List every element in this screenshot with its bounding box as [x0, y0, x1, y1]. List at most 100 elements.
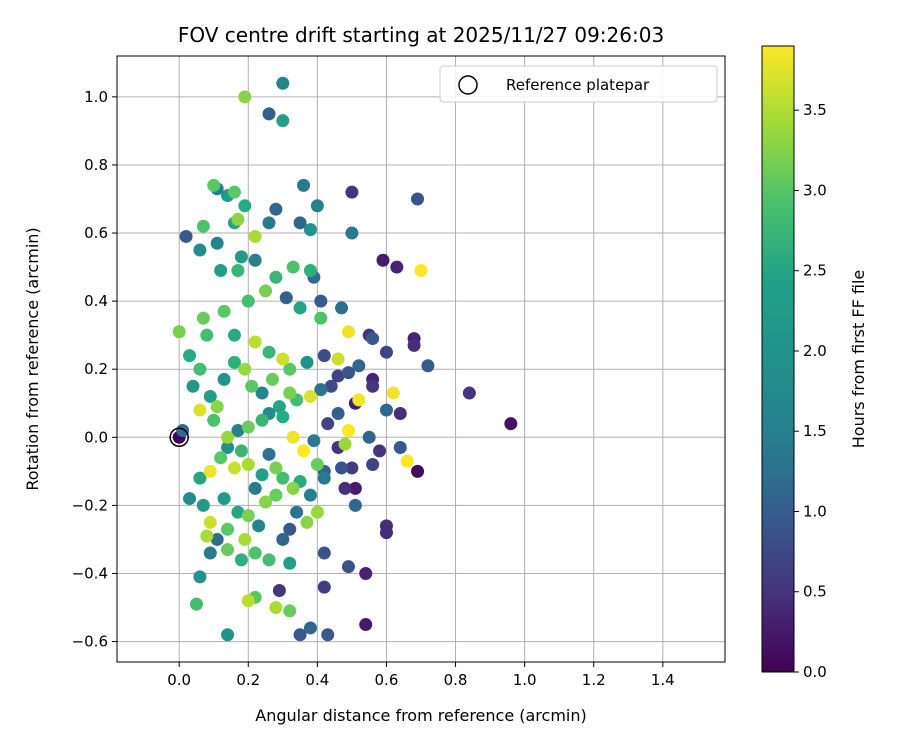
y-tick-label: 0.8 — [84, 156, 108, 174]
data-point — [221, 430, 235, 444]
data-point — [238, 362, 252, 376]
data-point — [331, 352, 345, 366]
legend: Reference platepar — [439, 65, 718, 103]
data-point — [203, 464, 217, 478]
legend-entry-reference: Reference platepar — [506, 76, 650, 94]
data-point — [317, 349, 331, 363]
data-point — [221, 543, 235, 557]
data-point — [293, 628, 307, 642]
data-point — [317, 471, 331, 485]
data-point — [193, 403, 207, 417]
data-point — [303, 488, 317, 502]
data-point — [214, 263, 228, 277]
data-point — [462, 386, 476, 400]
data-point — [214, 451, 228, 465]
data-point — [293, 301, 307, 315]
data-point — [386, 386, 400, 400]
data-point — [286, 481, 300, 495]
data-points — [169, 76, 518, 642]
data-point — [276, 410, 290, 424]
reference-platepar-marker — [169, 427, 189, 448]
data-point — [297, 178, 311, 192]
data-point — [411, 464, 425, 478]
data-point — [269, 270, 283, 284]
x-axis-label: Angular distance from reference (arcmin) — [255, 706, 586, 725]
data-point — [283, 386, 297, 400]
data-point — [376, 253, 390, 267]
data-point — [231, 263, 245, 277]
data-point — [272, 400, 286, 414]
data-point — [269, 601, 283, 615]
x-tick-label: 1.4 — [651, 671, 675, 689]
data-point — [238, 532, 252, 546]
x-tick-label: 1.0 — [513, 671, 537, 689]
data-point — [293, 216, 307, 230]
data-point — [210, 532, 224, 546]
data-point — [241, 458, 255, 472]
data-point — [241, 420, 255, 434]
data-point — [259, 284, 273, 298]
x-tick-label: 0.2 — [236, 671, 260, 689]
data-point — [245, 379, 259, 393]
data-point — [193, 471, 207, 485]
data-point — [200, 529, 214, 543]
y-tick-label: 0.0 — [84, 428, 108, 446]
data-point — [303, 263, 317, 277]
data-point — [379, 403, 393, 417]
data-point — [317, 546, 331, 560]
data-point — [196, 498, 210, 512]
colorbar-label: Hours from first FF file — [849, 270, 868, 449]
data-point — [269, 461, 283, 475]
data-point — [307, 434, 321, 448]
colorbar-ticks: 0.0 0.5 1.0 1.5 2.0 2.5 3.0 3.5 — [794, 101, 827, 681]
data-point — [248, 546, 262, 560]
data-point — [234, 553, 248, 567]
colorbar-tick-label: 1.0 — [803, 502, 827, 520]
data-point — [276, 532, 290, 546]
data-point — [366, 332, 380, 346]
data-point — [283, 556, 297, 570]
data-point — [203, 515, 217, 529]
data-point — [276, 114, 290, 128]
colorbar-tick-label: 1.5 — [803, 422, 827, 440]
data-point — [200, 328, 214, 342]
data-point — [252, 519, 266, 533]
colorbar-tick-label: 3.5 — [803, 101, 827, 119]
data-point — [310, 199, 324, 213]
data-point — [193, 570, 207, 584]
colorbar-tick-label: 3.0 — [803, 181, 827, 199]
data-point — [341, 560, 355, 574]
data-point — [231, 423, 245, 437]
colorbar: 0.0 0.5 1.0 1.5 2.0 2.5 3.0 3.5 Hours from firs… — [761, 45, 868, 681]
x-tick-label: 1.2 — [582, 671, 606, 689]
data-point — [345, 185, 359, 199]
data-point — [283, 362, 297, 376]
data-point — [248, 253, 262, 267]
legend-marker-icon — [458, 75, 478, 95]
data-point — [393, 406, 407, 420]
y-tick-label: 0.6 — [84, 224, 108, 242]
legend-box — [439, 65, 718, 103]
data-point — [269, 488, 283, 502]
data-point — [345, 226, 359, 240]
y-tick-label: 1.0 — [84, 88, 108, 106]
data-point — [283, 604, 297, 618]
data-point — [262, 553, 276, 567]
data-point — [238, 90, 252, 104]
data-point — [335, 301, 349, 315]
data-point — [283, 522, 297, 536]
x-tick-label: 0.6 — [375, 671, 399, 689]
data-point — [286, 260, 300, 274]
plot-frame — [116, 55, 726, 663]
data-point — [379, 526, 393, 540]
y-axis-label: Rotation from reference (arcmin) — [23, 227, 42, 490]
data-point — [414, 263, 428, 277]
colorbar-tick-label: 2.0 — [803, 342, 827, 360]
data-point — [303, 621, 317, 635]
data-point — [183, 492, 197, 506]
data-point — [314, 294, 328, 308]
chart-title: FOV centre drift starting at 2025/11/27 … — [178, 23, 664, 47]
data-point — [210, 400, 224, 414]
data-point — [279, 291, 293, 305]
data-point — [400, 454, 414, 468]
